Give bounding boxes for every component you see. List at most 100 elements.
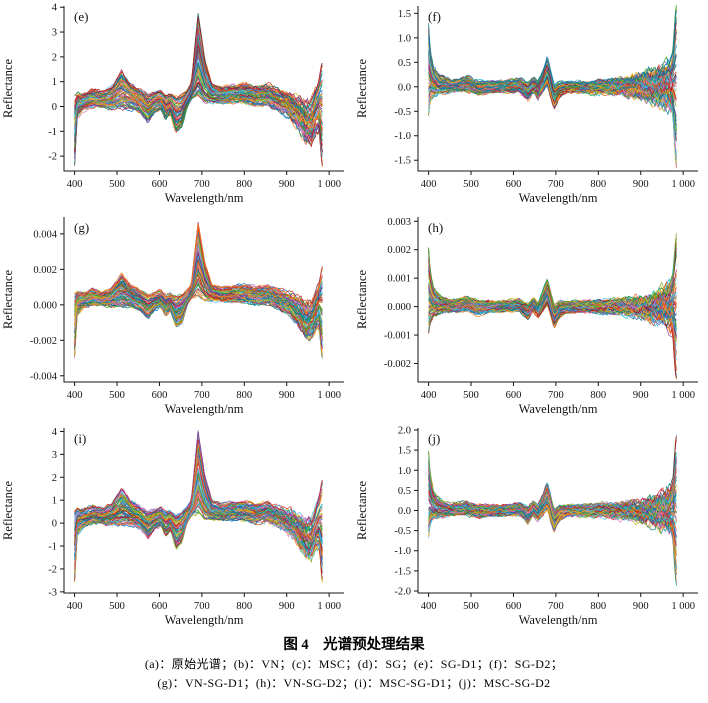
y-tick-label: -0.002	[30, 336, 57, 347]
y-axis-label: Reflectance	[1, 59, 15, 118]
spectrum-line	[74, 431, 323, 530]
y-tick-label: 0.000	[33, 300, 57, 311]
spectrum-line	[428, 235, 677, 306]
plots-grid: 4 3 2 1 0 -1 -2 400 500 600 700 800 900 1 000 Waveleng…	[0, 0, 708, 633]
y-tick-label: 0	[52, 102, 57, 113]
y-tick-label: 1.5	[398, 9, 411, 20]
y-tick-label: 1.0	[398, 466, 411, 477]
spectra-chart-e: 4 3 2 1 0 -1 -2 400 500 600 700 800 900 1 000 Waveleng…	[1, 3, 344, 205]
y-tick-label: 2	[52, 52, 57, 63]
y-tick-label: -3	[48, 587, 57, 598]
y-tick-label: 0.0	[398, 506, 411, 517]
y-tick-label: -1.0	[394, 131, 411, 142]
subplot-letter: (f)	[428, 9, 441, 24]
caption-title: 图 4 光谱预处理结果	[283, 637, 425, 653]
x-tick-label: 900	[633, 179, 649, 190]
y-axis-label: Reflectance	[355, 481, 369, 540]
y-tick-label: 0.002	[387, 245, 411, 256]
subplot-h: 0.003 0.002 0.001 0.000 -0.001 -0.002 400 500 60…	[354, 211, 708, 422]
x-tick-label: 600	[506, 179, 522, 190]
y-tick-label: 0.5	[398, 486, 411, 497]
y-tick-label: 0.001	[387, 274, 411, 285]
figure-caption: 图 4 光谱预处理结果 (a)：原始光谱；(b)：VN；(c)：MSC；(d)：…	[0, 635, 708, 693]
x-tick-label: 1 000	[317, 390, 341, 401]
x-tick-label: 700	[194, 390, 210, 401]
y-axis-label: Reflectance	[355, 270, 369, 329]
x-tick-label: 700	[194, 179, 210, 190]
x-tick-label: 500	[109, 179, 125, 190]
y-tick-label: -2	[48, 564, 57, 575]
x-tick-label: 500	[463, 390, 479, 401]
x-tick-label: 600	[152, 390, 168, 401]
x-tick-label: 600	[152, 179, 168, 190]
subplot-g: 0.004 0.002 0.000 -0.002 -0.004 400 500 600 700 8…	[0, 211, 354, 422]
spectrum-line	[74, 224, 323, 316]
x-tick-label: 700	[548, 601, 564, 612]
x-tick-label: 500	[109, 390, 125, 401]
x-tick-label: 900	[279, 601, 295, 612]
subplot-letter: (i)	[74, 431, 86, 446]
x-tick-label: 500	[463, 601, 479, 612]
axes-frame	[417, 6, 698, 172]
y-tick-label: 0.004	[33, 229, 57, 240]
x-tick-label: 700	[194, 601, 210, 612]
spectrum-line	[74, 16, 323, 104]
x-tick-label: 600	[152, 601, 168, 612]
y-tick-label: 2	[52, 473, 57, 484]
spectra-chart-j: 2.0 1.5 1.0 0.5 0.0 -0.5 -1.0 -1.5 -2.0 400 500 600…	[355, 426, 698, 627]
y-tick-label: -0.002	[384, 359, 411, 370]
y-tick-label: 2.0	[398, 426, 411, 437]
spectra-chart-g: 0.004 0.002 0.000 -0.002 -0.004 400 500 600 700 8…	[1, 217, 344, 416]
x-tick-label: 700	[548, 179, 564, 190]
spectrum-line	[74, 263, 323, 334]
x-tick-label: 400	[421, 390, 437, 401]
x-tick-label: 800	[590, 601, 606, 612]
spectrum-line	[74, 242, 323, 319]
x-tick-label: 1 000	[671, 179, 695, 190]
x-tick-label: 800	[236, 601, 252, 612]
spectra-chart-h: 0.003 0.002 0.001 0.000 -0.001 -0.002 400 500 60…	[355, 217, 698, 416]
x-axis-label: Wavelength/nm	[519, 402, 598, 416]
x-tick-label: 500	[463, 179, 479, 190]
x-tick-label: 1 000	[317, 179, 341, 190]
x-tick-label: 600	[506, 601, 522, 612]
y-tick-label: 3	[52, 450, 57, 461]
subplot-f: 1.5 1.0 0.5 0.0 -0.5 -1.0 -1.5 400 500 600 700 800 9…	[354, 0, 708, 211]
y-axis-label: Reflectance	[1, 481, 15, 540]
x-tick-label: 600	[506, 390, 522, 401]
x-tick-label: 400	[67, 601, 83, 612]
x-tick-label: 700	[548, 390, 564, 401]
x-axis-label: Wavelength/nm	[519, 191, 598, 205]
axes-frame	[63, 428, 344, 594]
subplot-letter: (e)	[74, 9, 88, 24]
y-tick-label: 4	[52, 427, 58, 438]
spectrum-line	[74, 237, 323, 310]
spectra-chart-i: 4 3 2 1 0 -1 -2 -3 400 500 600 700 800 900 1 000 Wavele…	[1, 427, 344, 627]
x-tick-label: 800	[236, 179, 252, 190]
spectrum-line	[428, 437, 677, 512]
x-tick-label: 400	[421, 601, 437, 612]
spectrum-line	[74, 282, 323, 351]
y-tick-label: 0	[52, 519, 57, 530]
spectrum-line	[428, 463, 677, 516]
x-tick-label: 1 000	[671, 601, 695, 612]
x-axis-label: Wavelength/nm	[519, 613, 598, 627]
axes-frame	[417, 217, 698, 383]
subplot-letter: (g)	[74, 220, 89, 235]
x-tick-label: 1 000	[317, 601, 341, 612]
spectrum-line	[428, 450, 677, 510]
x-tick-label: 400	[67, 390, 83, 401]
y-tick-label: -0.001	[384, 331, 411, 342]
x-tick-label: 800	[590, 179, 606, 190]
spectrum-line	[74, 273, 323, 356]
y-tick-label: 0.0	[398, 82, 411, 93]
spectrum-line	[74, 231, 323, 311]
spectrum-line	[428, 238, 677, 308]
subplot-letter: (j)	[428, 431, 440, 446]
x-tick-label: 1 000	[671, 390, 695, 401]
y-tick-label: -0.004	[30, 371, 58, 382]
subplot-i: 4 3 2 1 0 -1 -2 -3 400 500 600 700 800 900 1 000 Wavele…	[0, 422, 354, 633]
y-tick-label: 1.0	[398, 33, 411, 44]
y-tick-label: -0.5	[394, 107, 411, 118]
